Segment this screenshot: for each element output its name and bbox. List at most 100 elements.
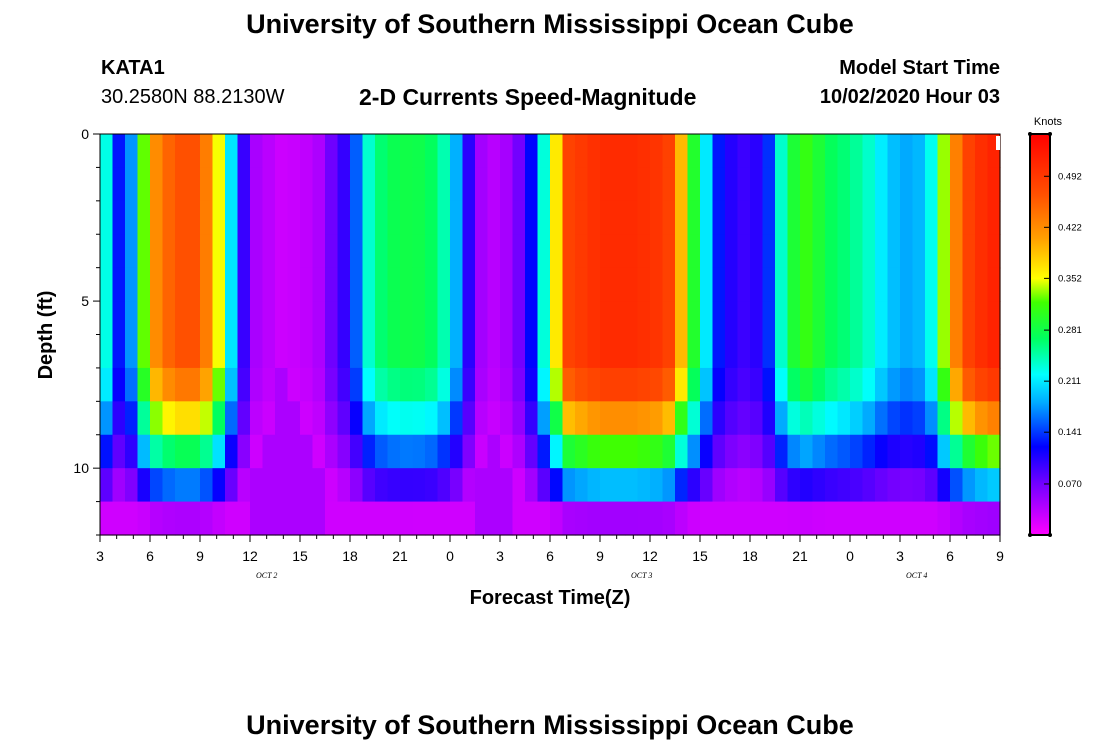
heatmap-cell [975,334,989,369]
heatmap-cell [112,200,126,235]
heatmap-cell [687,501,701,536]
heatmap-cell [775,267,789,302]
heatmap-cell [475,167,489,202]
heatmap-cell [487,301,501,336]
heatmap-cell [862,200,876,235]
heatmap-cell [587,167,601,202]
heatmap-cell [462,367,476,402]
heatmap-cell [775,401,789,436]
heatmap-cell [900,367,914,402]
heatmap-cell [287,501,301,536]
heatmap-cell [512,334,526,369]
heatmap-cell [887,234,901,269]
heatmap-cell [387,167,401,202]
heatmap-cell [800,434,814,469]
heatmap-cell [937,501,951,536]
heatmap-cell [650,301,664,336]
heatmap-cell [137,334,151,369]
heatmap-cell [275,267,289,302]
heatmap-cell [187,501,201,536]
heatmap-cell [800,134,814,169]
heatmap-cell [225,367,239,402]
heatmap-cell [375,501,389,536]
footer-title: University of Southern Mississippi Ocean… [246,710,854,740]
heatmap-cell [687,401,701,436]
heatmap-cell [662,367,676,402]
heatmap-cell [212,367,226,402]
heatmap-cell [462,234,476,269]
heatmap-cell [787,468,801,503]
heatmap-cell [650,334,664,369]
heatmap-cell [125,468,139,503]
colorbar-units: Knots [1034,116,1063,128]
heatmap-cell [575,501,589,536]
heatmap-cell [400,134,414,169]
heatmap-cell [200,167,214,202]
colorbar-corner [1028,533,1032,537]
heatmap-cell [325,200,339,235]
heatmap-cell [312,468,326,503]
heatmap-cell [575,434,589,469]
heatmap-cell [550,200,564,235]
heatmap-cell [650,167,664,202]
heatmap-cell [362,468,376,503]
heatmap-cell [175,501,189,536]
heatmap-cell [462,334,476,369]
heatmap-cell [162,434,176,469]
heatmap-cell [337,134,351,169]
heatmap-cell [650,134,664,169]
heatmap-cell [112,134,126,169]
heatmap-cell [887,367,901,402]
heatmap-cell [437,367,451,402]
heatmap-cell [825,234,839,269]
colorbar-tick-label: 0.141 [1058,427,1082,438]
heatmap-cell [100,301,114,336]
heatmap-cell [375,200,389,235]
heatmap-cell [187,434,201,469]
heatmap-cell [850,367,864,402]
heatmap-cell [600,200,614,235]
heatmap-cell [112,334,126,369]
heatmap-cell [112,401,126,436]
heatmap-cell [237,468,251,503]
heatmap-cell [850,501,864,536]
heatmap-cell [837,167,851,202]
heatmap-cell [150,301,164,336]
x-tick-label: 3 [96,548,104,564]
heatmap-cell [837,234,851,269]
heatmap-cell [312,401,326,436]
heatmap-cell [587,134,601,169]
heatmap-cell [200,501,214,536]
heatmap-cell [325,367,339,402]
heatmap-cell [712,301,726,336]
x-tick-label: 21 [392,548,408,564]
heatmap-cell [725,234,739,269]
heatmap-cell [537,167,551,202]
heatmap-cell [800,501,814,536]
heatmap-cell [512,367,526,402]
heatmap-cell [750,134,764,169]
heatmap-cell [450,167,464,202]
heatmap-cell [225,468,239,503]
heatmap-cell [262,501,276,536]
heatmap-cell [600,401,614,436]
heatmap-cell [750,234,764,269]
heatmap-cell [350,334,364,369]
heatmap-cell [437,301,451,336]
heatmap-cell [762,267,776,302]
heatmap-cell [812,267,826,302]
heatmap-cell [775,468,789,503]
heatmap-cell [412,367,426,402]
heatmap-cell [162,401,176,436]
heatmap-cell [412,267,426,302]
heatmap-cell [400,468,414,503]
heatmap-cell [662,334,676,369]
heatmap-cell [137,367,151,402]
heatmap-cell [550,367,564,402]
heatmap-cell [650,367,664,402]
heatmap-cell [437,267,451,302]
heatmap-cell [712,167,726,202]
heatmap-cell [237,401,251,436]
heatmap-cell [262,167,276,202]
